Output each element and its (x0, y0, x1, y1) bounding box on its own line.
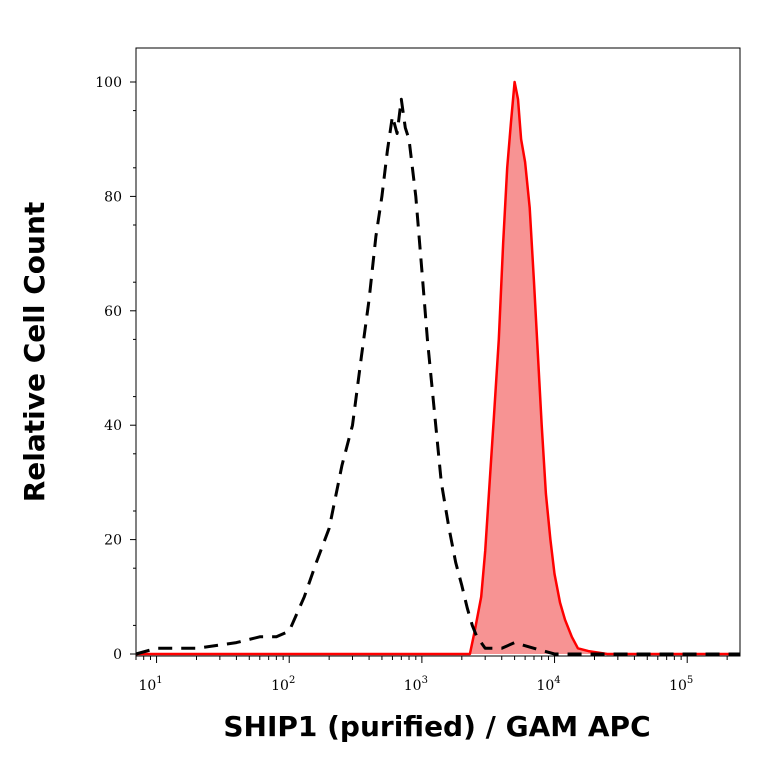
x-tick-label-4: 105 (669, 675, 693, 694)
plot-frame (135, 47, 741, 657)
series-line-1 (136, 80, 740, 656)
tick-layer: 0 20 40 60 80 100 101 102 103 104 105 (95, 75, 728, 694)
x-tick-label-2: 103 (404, 675, 428, 694)
y-tick-label-2: 40 (104, 418, 122, 434)
x-tick-label-0: 101 (138, 675, 162, 694)
x-tick-label-1: 102 (271, 675, 295, 694)
y-tick-label-4: 80 (104, 189, 122, 205)
y-tick-label-0: 0 (113, 647, 122, 663)
y-tick-label-1: 20 (104, 533, 122, 549)
series-layer (135, 80, 740, 656)
series-area-1 (136, 82, 740, 654)
y-tick-label-5: 100 (95, 75, 122, 91)
y-axis-title: Relative Cell Count (18, 202, 51, 503)
x-tick-label-3: 104 (536, 675, 560, 694)
y-tick-label-3: 60 (104, 304, 122, 320)
x-axis-title: SHIP1 (purified) / GAM APC (223, 710, 650, 743)
series-line-0 (135, 97, 740, 656)
